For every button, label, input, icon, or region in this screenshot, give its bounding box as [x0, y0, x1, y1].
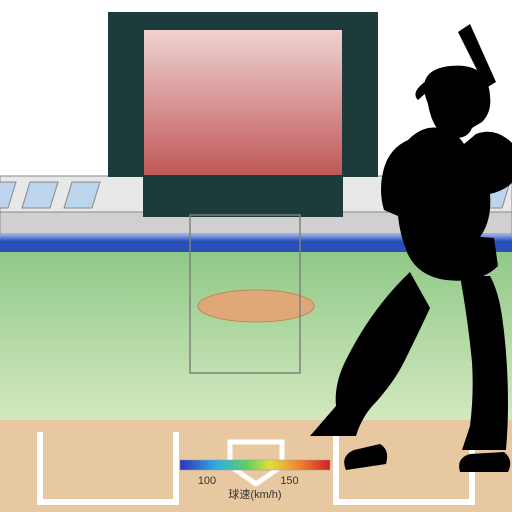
scoreboard-neck [143, 177, 343, 217]
scoreboard-screen [144, 30, 342, 175]
velocity-label: 球速(km/h) [228, 487, 281, 501]
pitch-location-diagram: 100 150球速(km/h) [0, 0, 512, 512]
velocity-tick: 100 [198, 475, 216, 487]
pitchers-mound [198, 290, 314, 322]
velocity-tick: 150 [280, 475, 298, 487]
velocity-colorbar [180, 460, 330, 470]
